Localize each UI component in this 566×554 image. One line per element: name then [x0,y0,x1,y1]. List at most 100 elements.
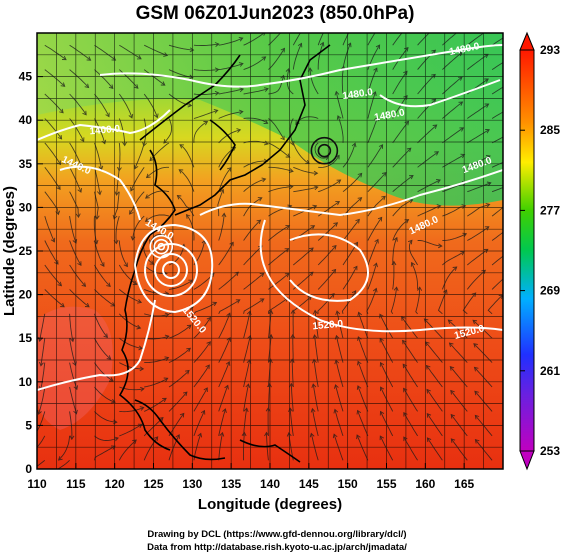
wind-streamline [44,167,61,190]
streamline-arrowhead [263,87,269,92]
wind-streamline [462,292,477,315]
wind-streamline [163,118,173,144]
wind-streamline [450,438,468,461]
wind-streamline [94,191,99,220]
streamline-arrowhead [75,213,81,218]
wind-streamline [357,410,369,437]
wind-streamline [367,91,376,119]
streamline-arrowhead [261,56,267,61]
wind-streamline [392,261,395,290]
wind-streamline [367,217,383,241]
wind-streamline [119,362,144,370]
streamline-arrowhead [110,398,116,404]
streamline-arrowhead [308,271,314,277]
streamline-arrowhead [136,324,142,330]
streamline-arrowhead [268,334,274,339]
wind-streamline [44,289,65,308]
wind-streamline [168,370,190,388]
streamline-arrowhead [236,128,242,133]
wind-streamline [94,167,101,195]
streamline-arrowhead [185,214,191,219]
wind-streamline [403,388,418,412]
wind-streamline [243,335,251,363]
wind-streamline [467,33,485,46]
streamline-arrowhead [357,360,362,366]
wind-streamline [193,121,208,143]
streamline-arrowhead [182,391,188,397]
wind-streamline [357,336,369,363]
streamline-arrowhead [333,222,339,227]
streamline-arrowhead [123,262,128,268]
wind-streamline [144,44,168,56]
streamline-arrowhead [77,188,82,193]
typhoon-center-ring [149,234,174,259]
streamline-arrowhead [136,55,142,60]
wind-streamline [69,338,76,366]
wind-streamline [168,279,193,290]
wind-streamline [243,384,249,412]
wind-streamline [474,367,493,388]
wind-streamline [145,190,170,199]
streamline-arrowhead [458,101,464,106]
wind-streamline [293,247,314,266]
streamline-arrowhead [508,249,512,253]
streamline-arrowhead [259,272,265,277]
streamline-arrowhead [238,36,244,42]
warm-pocket-region [37,306,113,430]
streamline-arrowhead [473,343,478,348]
wind-streamline [392,237,398,266]
wind-streamline [193,69,219,71]
wind-streamline [193,109,218,119]
streamline-arrowhead [263,33,266,36]
wind-streamline [367,67,378,95]
streamline-arrowhead [403,387,408,393]
streamline-arrowhead [307,67,313,72]
streamline-arrowhead [472,319,478,325]
streamline-arrowhead [84,83,90,89]
wind-streamline [267,310,272,339]
streamline-arrowhead [176,194,182,200]
streamline-arrowhead [96,190,102,196]
wind-streamline [309,68,319,95]
streamline-arrowhead [347,42,352,48]
streamline-arrowhead [132,439,137,444]
wind-streamline [94,240,105,267]
y-tick-label: 25 [19,244,33,258]
wind-streamline [186,214,195,241]
streamline-arrowhead [288,184,294,190]
wind-streamline [193,410,205,437]
wind-streamline [426,389,443,412]
streamline-arrowhead [447,319,453,325]
streamline-arrowhead [379,313,384,319]
wind-streamline [168,324,192,339]
streamline-arrowhead [355,218,360,224]
x-tick-label: 165 [454,477,474,491]
streamline-arrowhead [137,299,143,304]
streamline-arrowhead [111,56,117,61]
streamline-arrowhead [381,195,386,201]
y-tick-label: 5 [25,418,32,432]
streamline-arrowhead [263,140,269,146]
wind-streamline [268,48,285,70]
x-tick-label: 135 [221,477,241,491]
streamline-arrowhead [144,194,150,199]
wind-streamline [472,319,493,339]
wind-streamline [491,255,503,266]
streamline-arrowhead [473,366,479,372]
wind-streamline [417,49,436,70]
streamline-arrowhead [312,334,318,339]
wind-streamline [178,169,195,192]
wind-streamline [44,69,66,87]
wind-streamline [417,33,430,46]
wind-streamline [168,44,194,51]
wind-streamline [380,386,394,412]
streamline-arrowhead [406,147,412,153]
wind-streamline [94,386,116,403]
colorbar: 253 261 269 277 285 293 [519,31,560,471]
streamline-arrowhead [142,141,147,147]
streamline-arrowhead [38,361,44,367]
streamline-arrowhead [144,217,150,222]
wind-streamline [289,118,294,146]
streamline-arrowhead [357,311,362,317]
streamline-arrowhead [197,432,203,438]
